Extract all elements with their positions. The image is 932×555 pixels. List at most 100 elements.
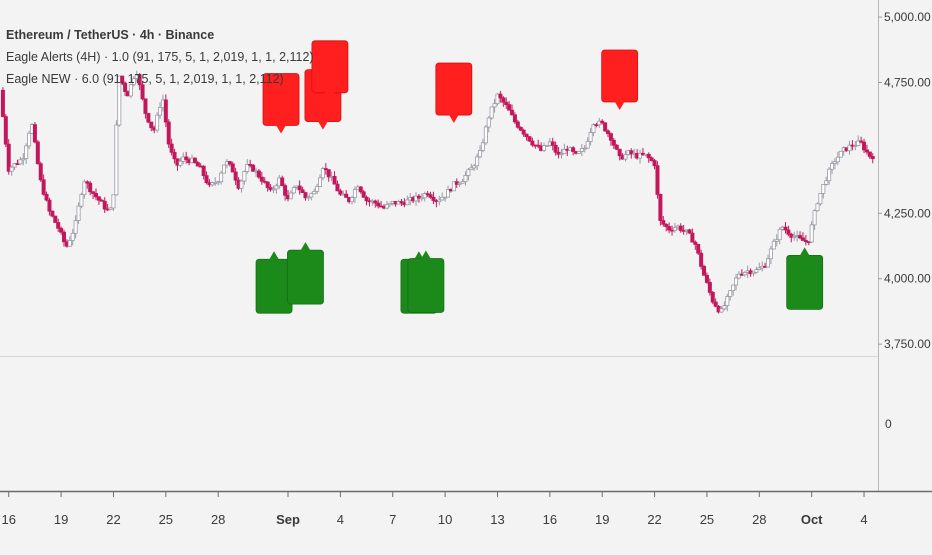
- candle-body: [495, 93, 500, 105]
- candle-body: [734, 277, 739, 286]
- buy-signal-marker[interactable]: [786, 247, 824, 310]
- candle-body: [591, 124, 596, 133]
- candle-body: [373, 200, 378, 204]
- candle-body: [638, 152, 643, 159]
- candle-body: [111, 194, 116, 209]
- candle-body: [678, 225, 683, 231]
- candle-body: [515, 121, 520, 128]
- candle-body: [774, 239, 779, 242]
- candle-body: [24, 145, 29, 159]
- candle-body: [512, 114, 517, 123]
- candle-body: [582, 147, 587, 150]
- candle-body: [867, 151, 872, 157]
- time-tick-label: Oct: [801, 512, 823, 527]
- candle-body: [323, 168, 328, 171]
- candle-body: [457, 182, 462, 185]
- candle-body: [754, 269, 759, 273]
- candle-body: [335, 183, 340, 192]
- candle-body: [227, 161, 232, 165]
- candle-body: [326, 169, 331, 178]
- candle-body: [629, 150, 634, 155]
- candle-body: [222, 164, 227, 174]
- buy-signal-marker[interactable]: [287, 242, 324, 305]
- candle-body: [649, 157, 654, 161]
- buy-signal-marker[interactable]: [255, 251, 293, 314]
- candle-body: [838, 150, 843, 158]
- candle-body: [440, 196, 445, 201]
- candle-body: [204, 175, 209, 183]
- candle-body: [114, 124, 119, 196]
- candle-body: [655, 165, 660, 195]
- candle-body: [280, 177, 285, 187]
- candle-body: [192, 157, 197, 163]
- candle-body: [617, 148, 622, 157]
- candle-body: [710, 292, 715, 303]
- candle-body: [0, 89, 5, 117]
- candle-body: [818, 192, 823, 205]
- candle-body: [271, 188, 276, 191]
- candle-body: [230, 163, 235, 173]
- candle-body: [387, 202, 392, 206]
- candle-body: [687, 229, 692, 234]
- candle-body: [777, 229, 782, 241]
- candle-body: [489, 106, 494, 119]
- candle-body: [140, 84, 145, 100]
- candle-body: [431, 196, 436, 201]
- candle-body: [158, 107, 163, 116]
- sell-signal-marker[interactable]: [435, 62, 473, 124]
- candle-body: [53, 215, 58, 223]
- candle-body: [306, 196, 311, 199]
- sell-signal-marker[interactable]: [262, 73, 300, 134]
- sell-signal-marker[interactable]: [601, 49, 639, 110]
- candle-body: [62, 231, 67, 243]
- candle-body: [498, 93, 503, 99]
- buy-signal-marker[interactable]: [407, 250, 445, 313]
- candle-body: [201, 165, 206, 176]
- candle-body: [251, 164, 256, 172]
- time-tick-label: 7: [389, 512, 396, 527]
- candle-body: [3, 116, 8, 145]
- candle-body: [108, 207, 113, 211]
- candle-body: [798, 235, 803, 239]
- candle-body: [507, 104, 512, 111]
- candle-body: [856, 140, 861, 147]
- sell-signal-marker[interactable]: [311, 40, 349, 101]
- candle-body: [245, 164, 250, 172]
- candle-body: [419, 197, 424, 200]
- candle-body: [297, 185, 302, 191]
- candle-body: [492, 103, 497, 108]
- candle-body: [672, 227, 677, 231]
- candle-body: [44, 193, 49, 201]
- candle-body: [501, 97, 506, 103]
- candle-body: [315, 186, 320, 192]
- candle-body: [693, 241, 698, 245]
- candle-body: [486, 117, 491, 128]
- candle-body: [553, 144, 558, 153]
- time-tick-label: 13: [490, 512, 504, 527]
- candle-body: [731, 284, 736, 292]
- candle-body: [832, 161, 837, 164]
- candle-body: [524, 133, 529, 138]
- time-tick-label: 10: [438, 512, 452, 527]
- candle-body: [757, 267, 762, 271]
- candle-body: [18, 159, 23, 165]
- candle-body: [364, 196, 369, 202]
- candle-body: [88, 182, 93, 193]
- candle-body: [443, 196, 448, 199]
- candle-body: [704, 274, 709, 283]
- candle-body: [239, 180, 244, 189]
- time-tick-label: 19: [54, 512, 68, 527]
- candle-body: [56, 222, 61, 229]
- candle-body: [117, 75, 122, 126]
- time-tick-label: 22: [106, 512, 120, 527]
- candle-body: [579, 148, 584, 152]
- candle-body: [94, 193, 99, 198]
- candle-body: [830, 163, 835, 170]
- candle-body: [256, 170, 261, 178]
- candle-body: [478, 150, 483, 158]
- candle-body: [38, 163, 43, 181]
- candle-body: [79, 194, 84, 207]
- candle-body: [847, 144, 852, 152]
